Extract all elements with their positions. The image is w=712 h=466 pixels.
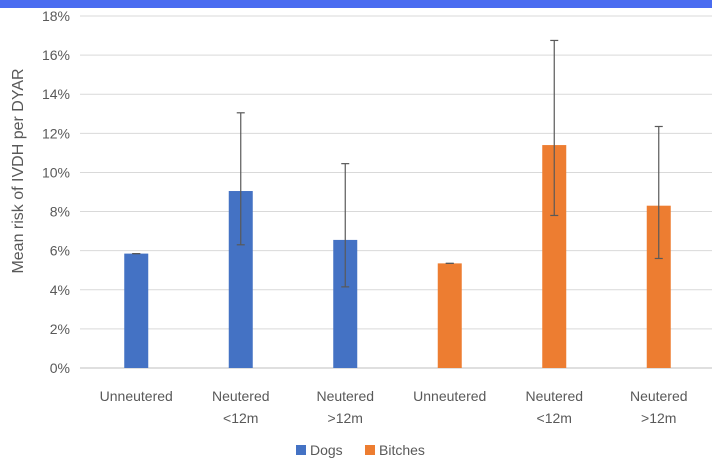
legend-label-bitches: Bitches: [379, 442, 425, 458]
category-label: Neutered: [525, 388, 583, 404]
category-label: Neutered: [630, 388, 688, 404]
gridlines: [80, 15, 712, 369]
error-bars: [132, 39, 663, 288]
bar-dogs: [124, 253, 149, 368]
legend: Dogs Bitches: [296, 442, 425, 458]
category-labels: Unneutered Neutered <12m Neutered >12m Unneut…: [100, 388, 688, 426]
chart-area: 0% 2% 4% 6% 8% 10% 12% 14% 16% 18% Mean risk of I…: [0, 8, 712, 466]
y-tick-label: 16%: [42, 47, 70, 63]
y-tick-label: 18%: [42, 8, 70, 24]
y-tick-label: 0%: [50, 360, 70, 376]
category-label: Neutered: [316, 388, 374, 404]
bar-bitches: [437, 263, 462, 368]
y-tick-labels: 0% 2% 4% 6% 8% 10% 12% 14% 16% 18%: [42, 8, 70, 376]
y-tick-label: 10%: [42, 164, 70, 180]
legend-swatch-dogs: [296, 445, 306, 455]
y-tick-label: 4%: [50, 282, 70, 298]
legend-label-dogs: Dogs: [310, 442, 343, 458]
y-tick-label: 6%: [50, 243, 70, 259]
y-tick-label: 14%: [42, 86, 70, 102]
y-tick-label: 2%: [50, 321, 70, 337]
category-label: <12m: [537, 410, 572, 426]
category-label: Neutered: [212, 388, 270, 404]
bar-chart: 0% 2% 4% 6% 8% 10% 12% 14% 16% 18% Mean risk of I…: [10, 8, 712, 458]
bars: [124, 145, 671, 368]
category-label: Unneutered: [100, 388, 173, 404]
category-label: <12m: [223, 410, 258, 426]
legend-swatch-bitches: [365, 445, 375, 455]
y-tick-label: 8%: [50, 204, 70, 220]
category-label: Unneutered: [413, 388, 486, 404]
y-tick-label: 12%: [42, 125, 70, 141]
y-axis-title: Mean risk of IVDH per DYAR: [10, 68, 27, 273]
category-label: >12m: [328, 410, 363, 426]
category-label: >12m: [641, 410, 676, 426]
